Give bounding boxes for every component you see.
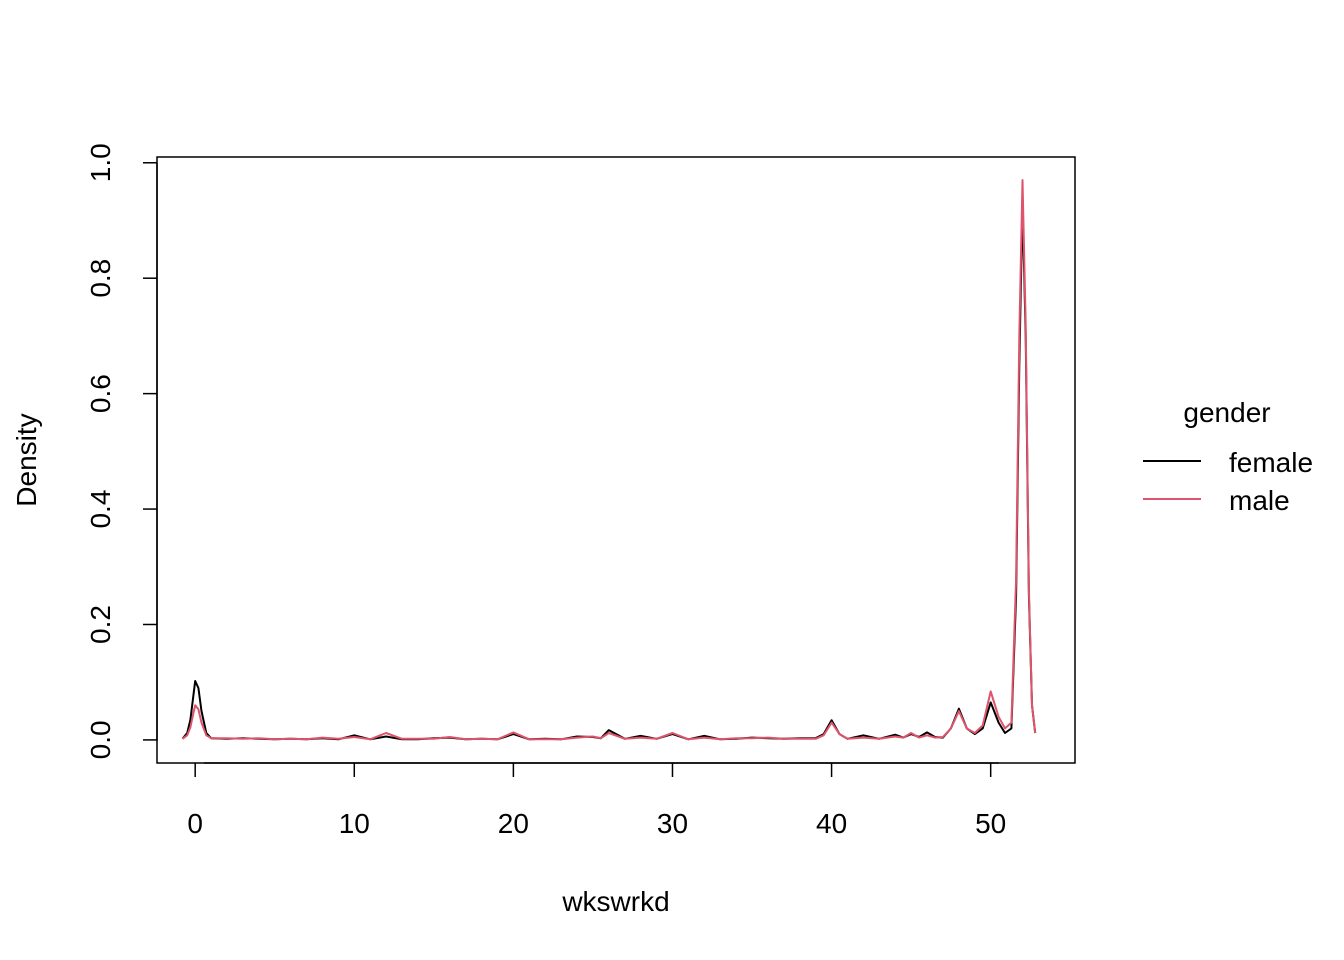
series-line-female [181, 202, 1037, 741]
x-tick-label: 50 [975, 808, 1006, 839]
series-line-male [181, 179, 1037, 741]
y-tick-label: 0.6 [85, 374, 116, 413]
legend: gender female male [1143, 397, 1313, 516]
legend-title: gender [1183, 397, 1270, 428]
y-axis-title: Density [11, 413, 42, 506]
y-tick-label: 0.4 [85, 490, 116, 529]
plot-frame [156, 156, 1076, 764]
y-tick-label: 0.2 [85, 605, 116, 644]
x-axis-title: wkswrkd [561, 886, 669, 917]
y-axis: 0.0 0.2 0.4 0.6 0.8 1.0 [85, 143, 158, 759]
x-tick-label: 10 [339, 808, 370, 839]
y-tick-label: 0.0 [85, 720, 116, 759]
x-axis: 0 10 20 30 40 50 [187, 762, 1006, 839]
series-layer [181, 179, 1037, 741]
legend-label-male: male [1229, 485, 1290, 516]
x-tick-label: 0 [187, 808, 203, 839]
x-tick-label: 40 [816, 808, 847, 839]
x-tick-label: 20 [498, 808, 529, 839]
x-tick-label: 30 [657, 808, 688, 839]
legend-label-female: female [1229, 447, 1313, 478]
y-tick-label: 0.8 [85, 259, 116, 298]
y-tick-label: 1.0 [85, 143, 116, 182]
